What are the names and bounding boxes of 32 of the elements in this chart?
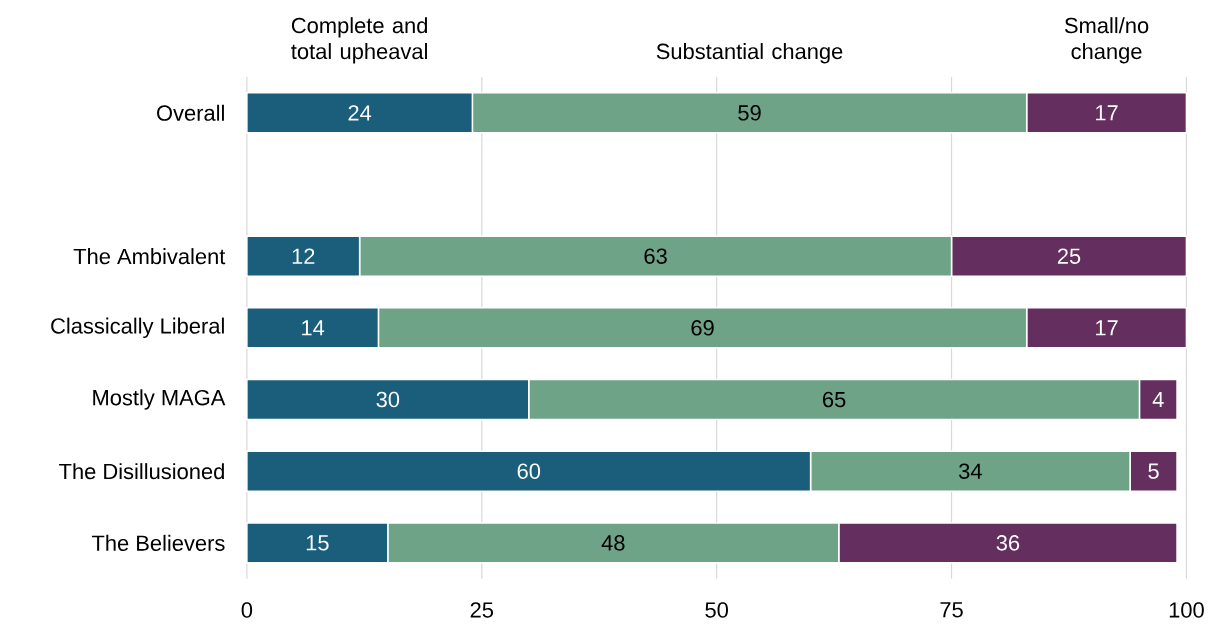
x-tick-label: 75 — [940, 602, 963, 618]
series-label: Complete and total upheaval — [291, 17, 427, 64]
y-tick-label: Mostly MAGA — [93, 389, 226, 410]
data-label: 14 — [302, 320, 325, 336]
data-label: 4 — [1152, 391, 1164, 408]
x-tick-label: 25 — [470, 602, 494, 618]
data-label: 24 — [348, 105, 372, 121]
data-label: 65 — [823, 391, 846, 408]
series-label: Substantial change — [656, 43, 843, 64]
data-label: 48 — [601, 535, 625, 551]
series-label: Small/no change — [1064, 17, 1149, 64]
x-tick-label: 0 — [241, 602, 253, 618]
data-label: 15 — [306, 535, 329, 551]
y-tick-label: Overall — [157, 104, 224, 121]
data-label: 63 — [644, 248, 667, 264]
y-tick-label: The Believers — [91, 534, 225, 551]
data-label: 30 — [376, 391, 400, 408]
data-label: 25 — [1057, 248, 1081, 264]
data-label: 17 — [1096, 320, 1118, 336]
data-label: 60 — [517, 463, 541, 479]
y-tick-label: The Disillusioned — [59, 463, 224, 480]
data-label: 34 — [958, 463, 982, 479]
data-label: 69 — [691, 320, 714, 336]
data-label: 36 — [996, 535, 1020, 551]
y-tick-label: Classically Liberal — [51, 317, 224, 339]
data-label: 5 — [1148, 463, 1159, 479]
data-label: 12 — [292, 248, 315, 264]
x-tick-label: 50 — [705, 602, 728, 618]
y-tick-label: The Ambivalent — [73, 248, 226, 265]
data-label: 17 — [1096, 105, 1118, 121]
data-label: 59 — [738, 105, 761, 121]
x-tick-label: 100 — [1169, 602, 1204, 618]
